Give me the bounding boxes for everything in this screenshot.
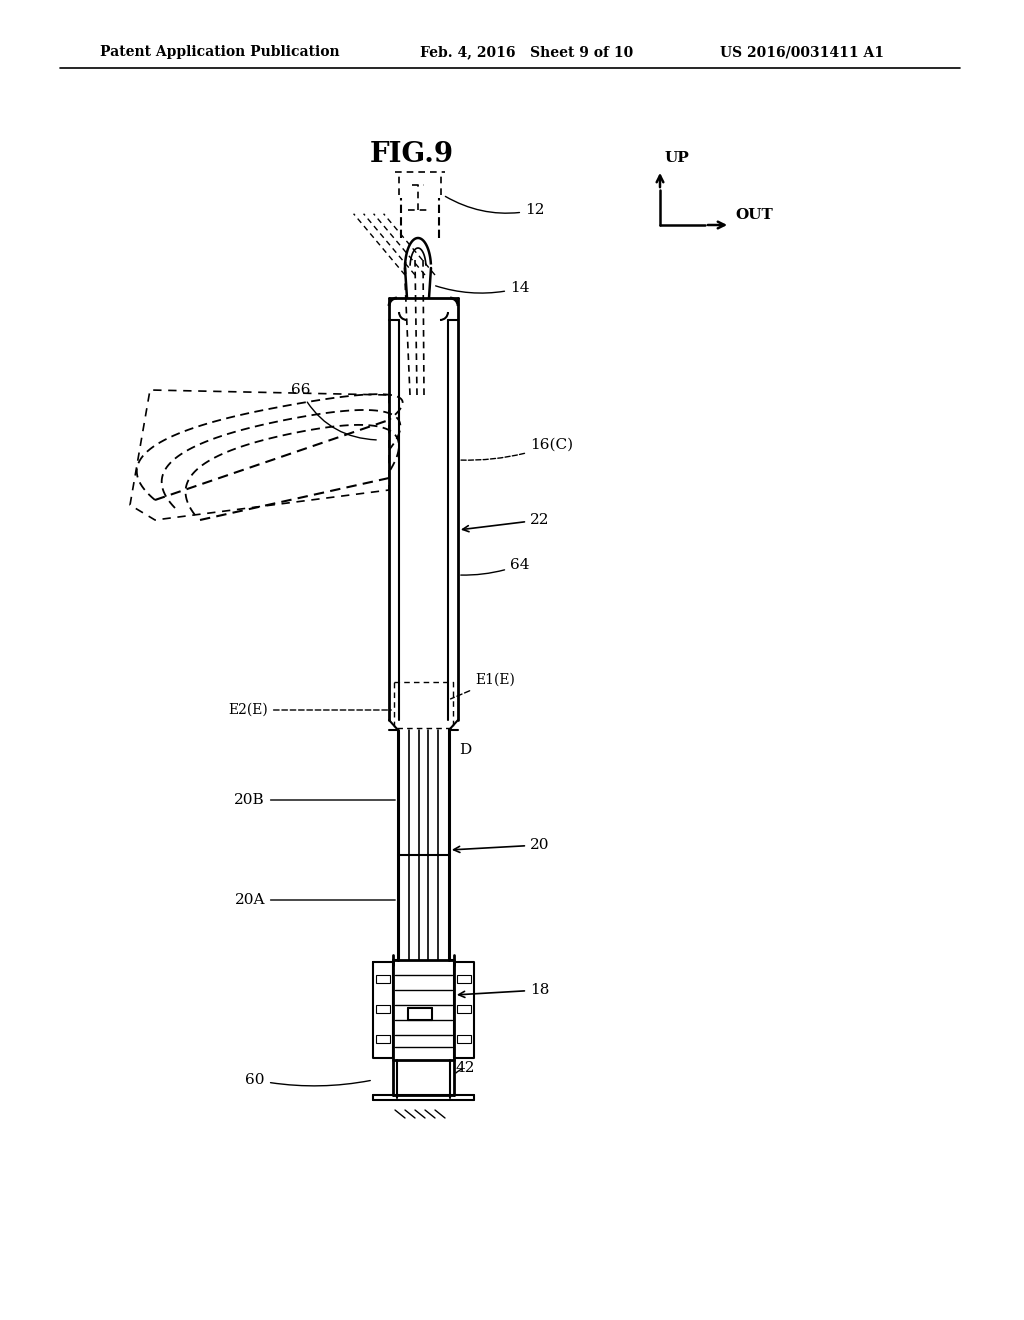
Text: 64: 64 <box>461 558 529 576</box>
Text: 20B: 20B <box>234 793 395 807</box>
Text: 42: 42 <box>455 1061 474 1074</box>
Bar <box>376 1035 390 1043</box>
Text: D: D <box>459 743 471 756</box>
Text: US 2016/0031411 A1: US 2016/0031411 A1 <box>720 45 884 59</box>
Text: 22: 22 <box>463 513 550 532</box>
Bar <box>457 1005 471 1012</box>
Text: OUT: OUT <box>735 209 773 222</box>
Bar <box>457 1035 471 1043</box>
Text: E2(E): E2(E) <box>228 704 391 717</box>
Text: Patent Application Publication: Patent Application Publication <box>100 45 340 59</box>
Text: FIG.9: FIG.9 <box>370 141 454 169</box>
Text: 12: 12 <box>445 197 545 216</box>
Text: 14: 14 <box>435 281 529 294</box>
Text: 16(C): 16(C) <box>461 438 573 461</box>
Text: Feb. 4, 2016   Sheet 9 of 10: Feb. 4, 2016 Sheet 9 of 10 <box>420 45 633 59</box>
Text: 60: 60 <box>246 1073 371 1086</box>
Bar <box>457 975 471 983</box>
Bar <box>376 975 390 983</box>
Text: 20A: 20A <box>234 894 395 907</box>
Text: 20: 20 <box>454 838 550 853</box>
Text: UP: UP <box>665 150 690 165</box>
Text: E1(E): E1(E) <box>451 673 515 698</box>
Bar <box>376 1005 390 1012</box>
Text: 66: 66 <box>291 383 376 440</box>
Text: 18: 18 <box>459 983 549 998</box>
